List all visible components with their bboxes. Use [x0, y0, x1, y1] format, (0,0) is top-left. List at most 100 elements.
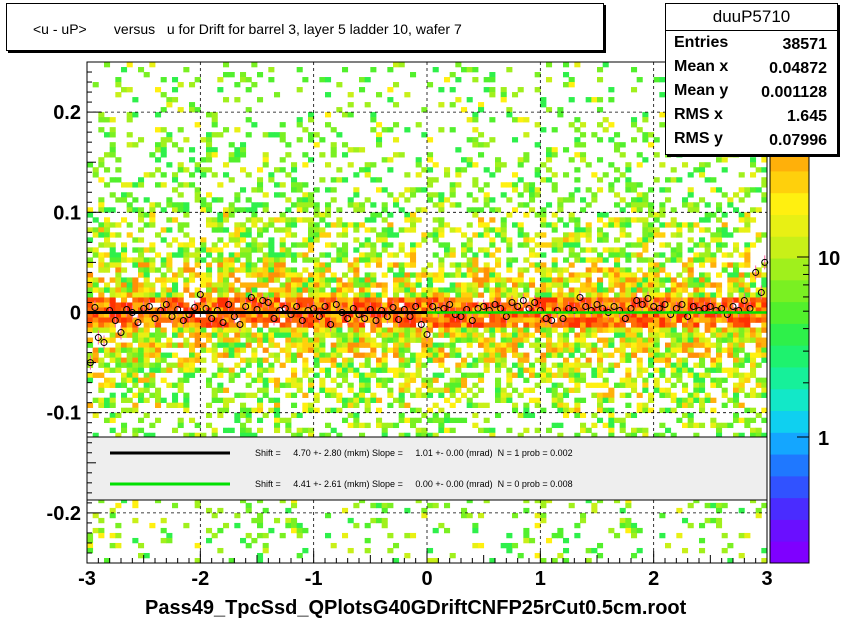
heatmap-cell [687, 412, 694, 419]
heatmap-cell [194, 557, 201, 564]
heatmap-cell [625, 292, 632, 298]
heatmap-cell [98, 322, 105, 328]
heatmap-cell [727, 317, 734, 323]
heatmap-cell [177, 292, 184, 298]
heatmap-cell [733, 312, 740, 318]
heatmap-cell [132, 297, 139, 303]
heatmap-cell [727, 197, 734, 203]
x-axis: -3 -2 -1 0 1 2 3 [78, 551, 773, 590]
heatmap-cell [228, 207, 235, 213]
heatmap-cell [546, 352, 553, 358]
heatmap-cell [546, 277, 553, 283]
heatmap-cell [285, 197, 292, 203]
heatmap-cell [676, 332, 683, 338]
heatmap-cell [597, 107, 604, 113]
heatmap-cell [274, 412, 281, 419]
heatmap-cell [682, 297, 689, 303]
heatmap-cell [738, 507, 745, 514]
heatmap-cell [512, 362, 519, 368]
heatmap-cell [296, 277, 303, 283]
heatmap-cell [495, 327, 502, 333]
heatmap-cell [121, 257, 128, 263]
heatmap-cell [200, 247, 207, 253]
heatmap-cell [291, 217, 298, 223]
heatmap-cell [597, 362, 604, 368]
heatmap-cell [398, 327, 405, 333]
heatmap-cell [438, 322, 445, 328]
heatmap-cell [240, 232, 247, 238]
heatmap-cell [336, 352, 343, 358]
heatmap-cell [308, 282, 315, 288]
heatmap-cell [631, 532, 638, 539]
heatmap-cell [738, 402, 745, 408]
heatmap-cell [489, 347, 496, 353]
heatmap-cell [376, 212, 383, 218]
heatmap-cell [495, 322, 502, 328]
heatmap-cell [602, 297, 609, 303]
heatmap-cell [347, 387, 354, 393]
heatmap-cell [546, 307, 553, 313]
heatmap-cell [563, 237, 570, 243]
heatmap-cell [489, 312, 496, 318]
heatmap-cell [393, 62, 400, 68]
heatmap-cell [648, 372, 655, 378]
heatmap-cell [557, 202, 564, 208]
heatmap-cell [268, 332, 275, 338]
heatmap-cell [183, 222, 190, 228]
heatmap-cell [325, 387, 332, 393]
heatmap-cell [551, 282, 558, 288]
heatmap-cell [138, 177, 145, 183]
heatmap-cell [387, 212, 394, 218]
heatmap-cell [393, 137, 400, 143]
heatmap-cell [721, 262, 728, 268]
heatmap-cell [704, 217, 711, 223]
heatmap-cell [483, 202, 490, 208]
heatmap-cell [223, 337, 230, 343]
heatmap-cell [342, 342, 349, 348]
heatmap-cell [364, 162, 371, 168]
heatmap-cell [189, 147, 196, 153]
heatmap-cell [461, 107, 468, 113]
heatmap-cell [597, 337, 604, 343]
heatmap-cell [393, 332, 400, 338]
heatmap-cell [149, 377, 156, 383]
heatmap-cell [92, 357, 99, 363]
heatmap-cell [495, 412, 502, 419]
heatmap-cell [568, 242, 575, 248]
heatmap-cell [98, 252, 105, 258]
heatmap-cell [563, 257, 570, 263]
heatmap-cell [279, 257, 286, 263]
heatmap-cell [483, 347, 490, 353]
heatmap-cell [631, 217, 638, 223]
heatmap-cell [608, 187, 615, 193]
heatmap-cell [109, 117, 116, 123]
heatmap-cell [653, 322, 660, 328]
heatmap-cell [699, 242, 706, 248]
heatmap-cell [517, 282, 524, 288]
heatmap-cell [551, 227, 558, 233]
heatmap-cell [302, 347, 309, 353]
heatmap-cell [149, 267, 156, 273]
heatmap-cell [506, 372, 513, 378]
heatmap-cell [274, 167, 281, 173]
heatmap-cell [274, 402, 281, 408]
heatmap-cell [87, 277, 94, 283]
heatmap-cell [636, 287, 643, 293]
heatmap-cell [285, 422, 292, 429]
heatmap-cell [704, 252, 711, 258]
heatmap-cell [761, 272, 768, 278]
heatmap-cell [109, 512, 116, 519]
heatmap-cell [251, 222, 258, 228]
heatmap-cell [223, 322, 230, 328]
heatmap-cell [98, 517, 105, 524]
heatmap-cell [398, 312, 405, 318]
heatmap-cell [325, 432, 332, 439]
heatmap-cell [223, 97, 230, 103]
heatmap-cell [330, 287, 337, 293]
heatmap-cell [138, 552, 145, 559]
heatmap-cell [648, 277, 655, 283]
heatmap-cell [750, 497, 757, 504]
heatmap-cell [625, 367, 632, 373]
heatmap-cell [172, 292, 179, 298]
heatmap-cell [398, 152, 405, 158]
